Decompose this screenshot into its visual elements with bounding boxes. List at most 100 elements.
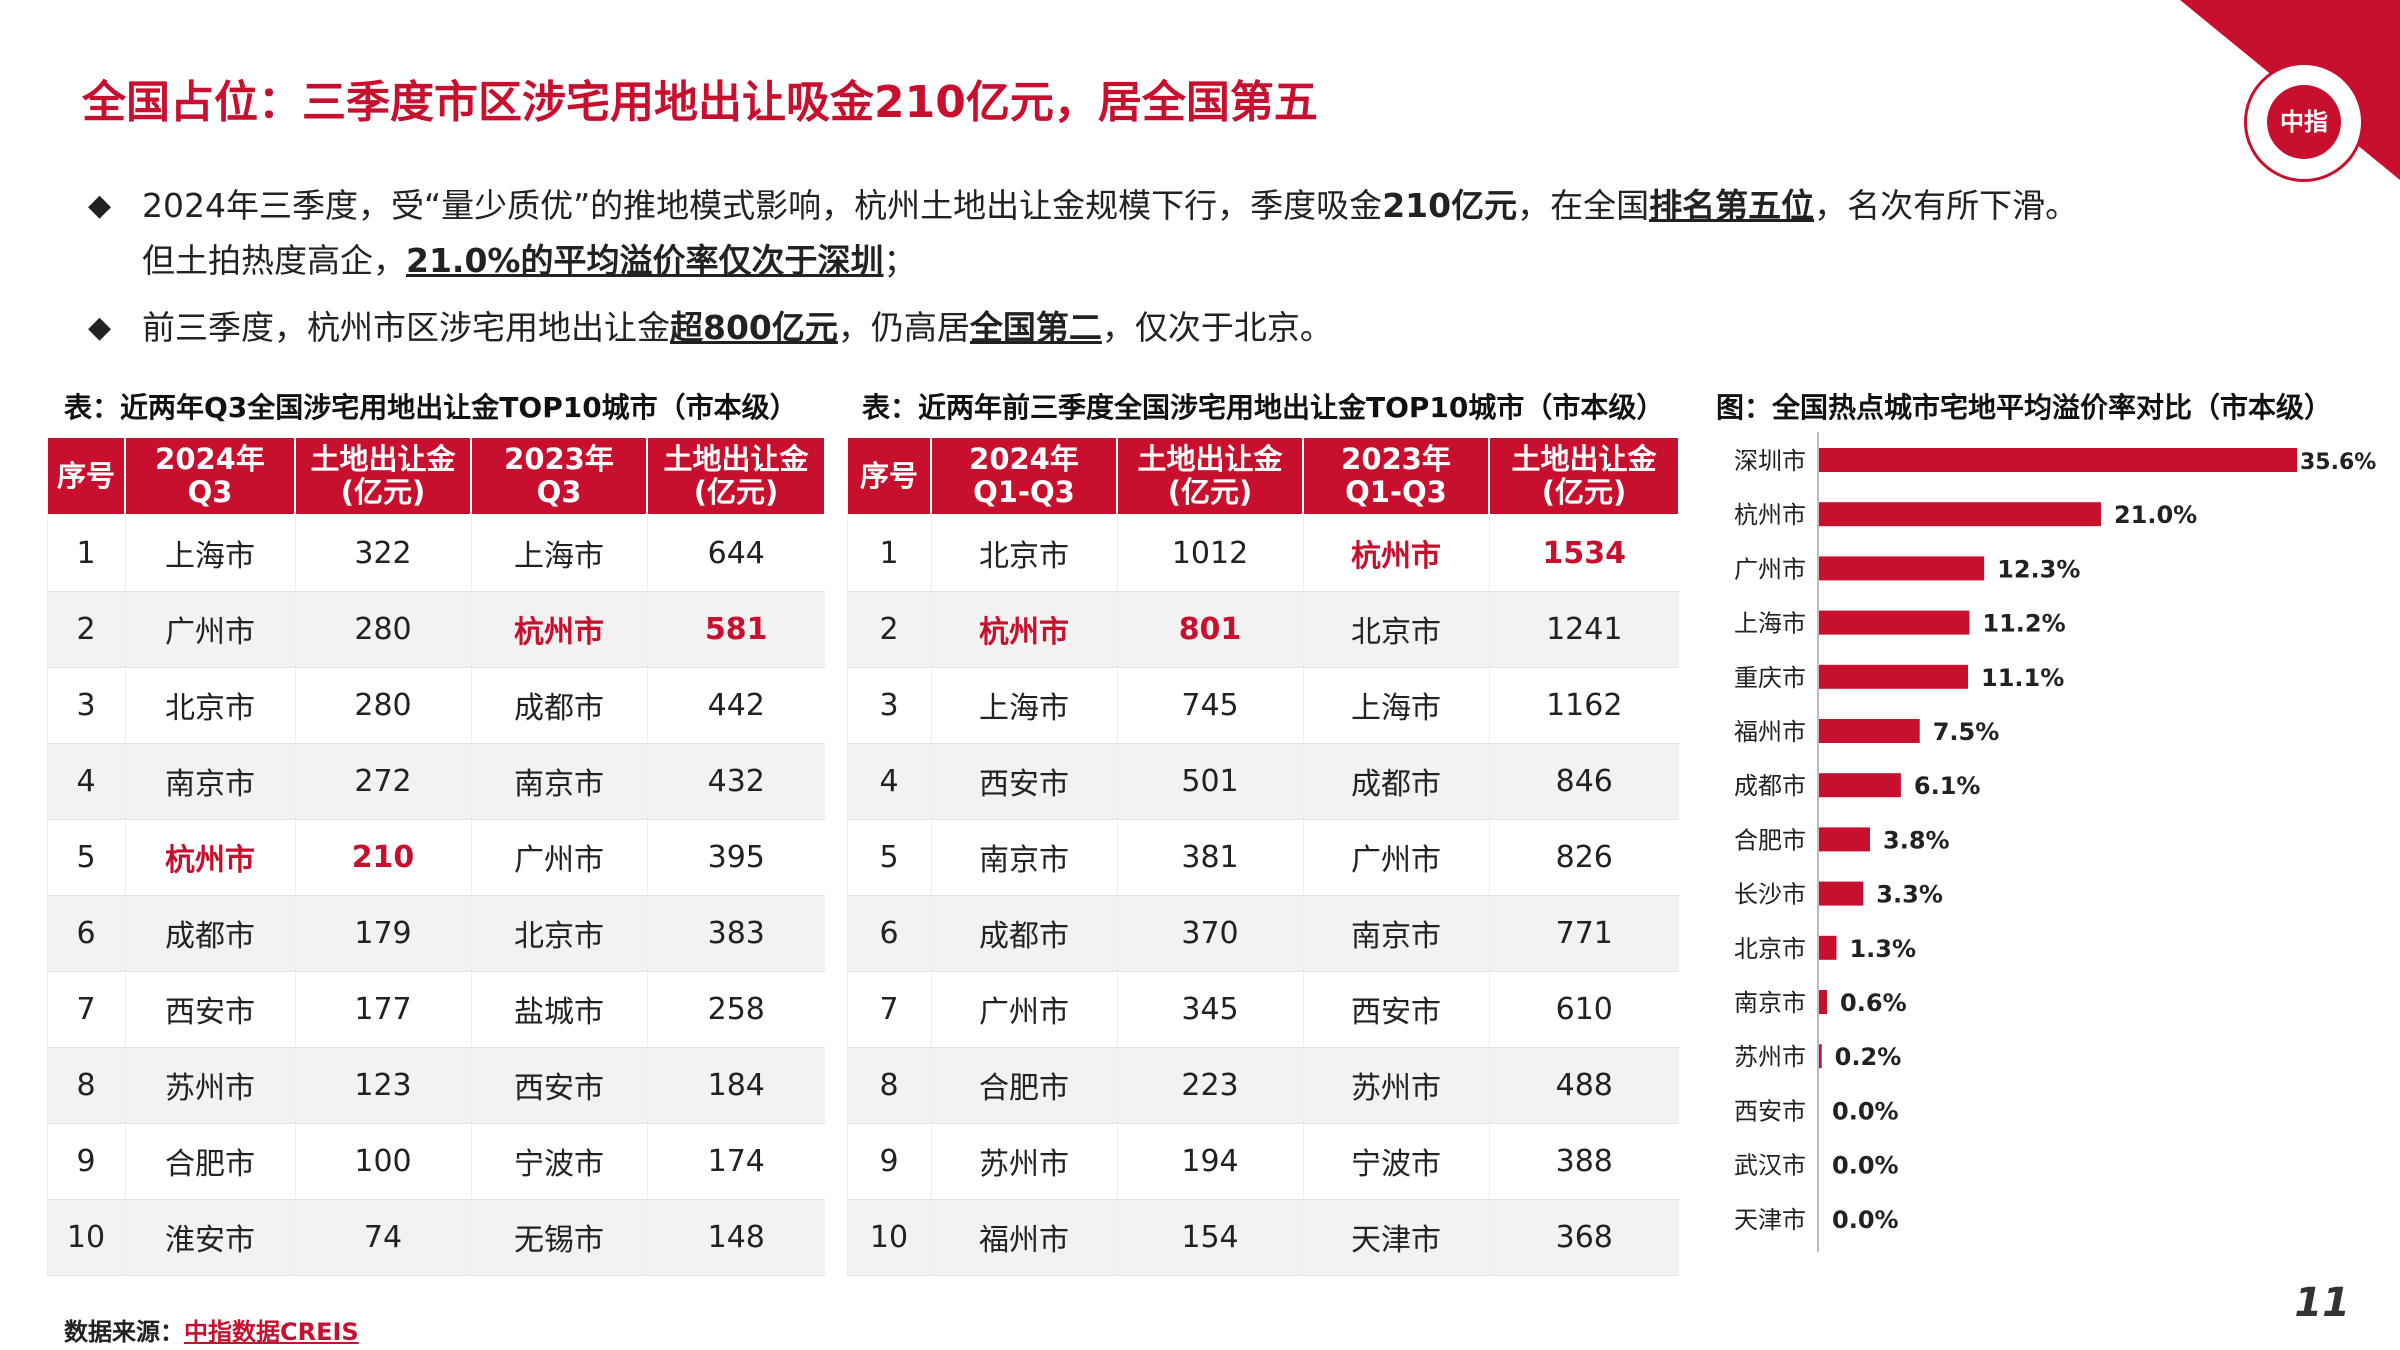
table-row: 5 杭州市 210 广州市 395 (46, 819, 825, 896)
chart-bar (1819, 719, 1920, 743)
table-cell: 合肥市 (124, 1123, 295, 1200)
table-cell: 846 (1488, 743, 1679, 820)
bullet-1-text-b: ，在全国 (1517, 186, 1650, 225)
table-cell: 成都市 (930, 895, 1117, 972)
page-title: 全国占位：三季度市区涉宅用地出让吸金210亿元，居全国第五 (82, 77, 1318, 128)
table-cell: 南京市 (470, 743, 647, 820)
page-number: 11 (2294, 1280, 2350, 1326)
table-cell: 宁波市 (470, 1123, 647, 1200)
table-cell: 2 (846, 591, 931, 668)
table-cell: 杭州市 (1302, 515, 1489, 592)
table-cell: 福州市 (930, 1199, 1117, 1276)
table-cell: 南京市 (1302, 895, 1489, 972)
table-cell: 3 (46, 667, 125, 744)
table-cell: 北京市 (470, 895, 647, 972)
chart-category-label: 广州市 (1734, 555, 1806, 583)
table-row: 3 上海市 745 上海市 1162 (846, 667, 1679, 744)
chart-bar (1819, 935, 1837, 960)
chart-bar (1819, 773, 1901, 798)
table-cell: 北京市 (124, 667, 295, 744)
chart-category-label: 西安市 (1734, 1097, 1806, 1125)
chart-bar (1819, 1044, 1822, 1069)
table-cell: 184 (646, 1047, 825, 1124)
bullet-2-amount: 超800亿元 (670, 308, 838, 347)
chart-category-label: 天津市 (1734, 1206, 1806, 1234)
chart-bar (1819, 502, 2101, 527)
table-cell: 北京市 (930, 515, 1117, 592)
table-row: 6 成都市 179 北京市 383 (46, 895, 825, 972)
table-cell: 272 (294, 743, 471, 820)
chart-category-label: 长沙市 (1734, 881, 1806, 909)
chart-data-label: 7.5% (1933, 718, 2000, 746)
table-cell: 4 (846, 743, 931, 820)
table-cell: 826 (1488, 819, 1679, 896)
table-row: 7 西安市 177 盐城市 258 (46, 971, 825, 1048)
table-cell: 成都市 (1302, 743, 1489, 820)
bullet-2: ◆ 前三季度，杭州市区涉宅用地出让金超800亿元，仍高居全国第二，仅次于北京。 (88, 300, 2248, 355)
chart-data-label: 3.8% (1883, 826, 1950, 854)
table-cell: 1241 (1488, 591, 1679, 668)
chart-bar (1819, 448, 2297, 472)
table-cell: 广州市 (930, 971, 1117, 1048)
chart-category-label: 深圳市 (1734, 447, 1806, 475)
table-row: 3 北京市 280 成都市 442 (46, 667, 825, 744)
table-cell: 苏州市 (124, 1047, 295, 1124)
table-cell: 5 (846, 819, 931, 896)
table-cell: 345 (1116, 971, 1303, 1048)
table2-header-3: 2023年 Q1-Q3 (1302, 436, 1490, 516)
table-cell: 1162 (1488, 667, 1679, 744)
chart-category-label: 武汉市 (1734, 1152, 1806, 1180)
table-cell: 天津市 (1302, 1199, 1489, 1276)
table-cell: 368 (1488, 1199, 1679, 1276)
bullet-1: ◆ 2024年三季度，受“量少质优”的推地模式影响，杭州土地出让金规模下行，季度… (88, 178, 2248, 288)
table-cell: 上海市 (1302, 667, 1489, 744)
table-cell: 280 (294, 667, 471, 744)
table2-header-0: 序号 (846, 436, 932, 516)
table-cell: 苏州市 (1302, 1047, 1489, 1124)
table-cell: 280 (294, 591, 471, 668)
table1-header-3: 2023年 Q3 (470, 436, 648, 516)
chart-data-label: 35.6% (2300, 450, 2376, 475)
table-row: 4 南京市 272 南京市 432 (46, 743, 825, 820)
table-row: 1 北京市 1012 杭州市 1534 (846, 515, 1679, 592)
table-cell: 771 (1488, 895, 1679, 972)
chart-caption: 图：全国热点城市宅地平均溢价率对比（市本级） (1716, 391, 2333, 424)
table-cell: 395 (646, 819, 825, 896)
table-cell: 154 (1116, 1199, 1303, 1276)
table-cell: 383 (646, 895, 825, 972)
table-cell: 淮安市 (124, 1199, 295, 1276)
chart-data-label: 0.0% (1832, 1206, 1899, 1234)
table-cell: 74 (294, 1199, 471, 1276)
table-cell: 177 (294, 971, 471, 1048)
bullet-1-text-a: 2024年三季度，受“量少质优”的推地模式影响，杭州土地出让金规模下行，季度吸金 (142, 186, 1383, 225)
table-cell: 745 (1116, 667, 1303, 744)
chart-category-label: 上海市 (1734, 610, 1806, 638)
table2-header-1: 2024年 Q1-Q3 (930, 436, 1118, 516)
table-row: 6 成都市 370 南京市 771 (846, 895, 1679, 972)
table-cell: 成都市 (470, 667, 647, 744)
chart-category-label: 成都市 (1734, 772, 1806, 800)
table-cell: 10 (46, 1199, 125, 1276)
source-brand: 中指数据CREIS (184, 1318, 359, 1346)
chart-category-label: 重庆市 (1734, 664, 1806, 692)
bullet-2-rank: 全国第二 (969, 308, 1102, 347)
table-row: 9 苏州市 194 宁波市 388 (846, 1123, 1679, 1200)
table-cell: 610 (1488, 971, 1679, 1048)
table-row: 8 苏州市 123 西安市 184 (46, 1047, 825, 1124)
academy-logo: 中指 (2244, 62, 2364, 182)
table-cell: 4 (46, 743, 125, 820)
table2-header-2: 土地出让金 (亿元) (1116, 436, 1304, 516)
chart-category-label: 苏州市 (1734, 1043, 1806, 1071)
table-cell: 9 (46, 1123, 125, 1200)
chart-data-label: 11.1% (1981, 664, 2064, 692)
table-cell: 西安市 (930, 743, 1117, 820)
table-cell: 488 (1488, 1047, 1679, 1124)
table-cell: 合肥市 (930, 1047, 1117, 1124)
table-cell: 西安市 (124, 971, 295, 1048)
chart-data-label: 0.6% (1840, 989, 1907, 1017)
chart-bar (1819, 556, 1985, 581)
bullet-1-text-d: 但土拍热度高企， (142, 241, 406, 280)
logo-text: 中指 (2267, 85, 2341, 159)
table-cell: 北京市 (1302, 591, 1489, 668)
chart-data-label: 12.3% (1997, 555, 2080, 583)
